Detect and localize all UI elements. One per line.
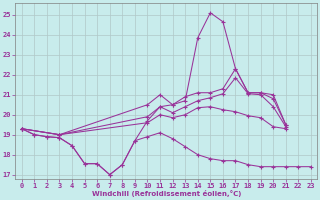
X-axis label: Windchill (Refroidissement éolien,°C): Windchill (Refroidissement éolien,°C) [92, 190, 241, 197]
